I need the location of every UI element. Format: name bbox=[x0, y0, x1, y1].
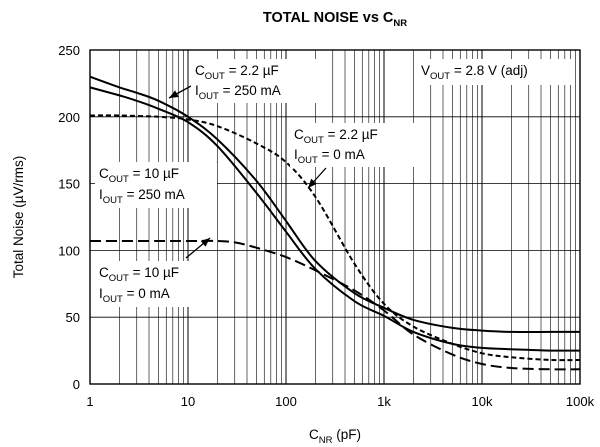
annotation-cout10-iout250: COUT = 10 µF IOUT = 250 mA bbox=[95, 162, 217, 208]
y-tick-labels: 0 50 100 150 200 250 bbox=[58, 43, 80, 392]
annotation-line: IOUT = 250 mA bbox=[99, 187, 185, 206]
annotation-arrow-head bbox=[308, 178, 317, 188]
y-tick-label: 200 bbox=[58, 110, 80, 125]
annotation-background bbox=[191, 59, 317, 103]
annotation-background bbox=[417, 59, 572, 85]
annotation-vout: VOUT = 2.8 V (adj) bbox=[417, 59, 572, 85]
annotation-line: IOUT = 0 mA bbox=[294, 147, 365, 166]
y-tick-label: 0 bbox=[73, 377, 80, 392]
x-tick-label: 10 bbox=[181, 394, 195, 409]
plot-frame bbox=[89, 49, 581, 385]
x-tick-labels: 1 10 100 1k 10k 100k bbox=[86, 394, 594, 409]
annotation-arrow-head bbox=[200, 238, 210, 247]
y-tick-label: 150 bbox=[58, 177, 80, 192]
y-tick-label: 250 bbox=[58, 43, 80, 58]
annotation-cout10-iout0: COUT = 10 µF IOUT = 0 mA bbox=[95, 261, 208, 307]
annotation-background bbox=[290, 123, 414, 167]
annotation-line: COUT = 10 µF bbox=[99, 166, 179, 185]
annotation-background bbox=[95, 162, 217, 208]
y-axis-label: Total Noise (µV/rms) bbox=[11, 156, 26, 279]
series-line-3 bbox=[89, 114, 581, 362]
annotation-line: IOUT = 0 mA bbox=[99, 286, 170, 305]
series-line-1 bbox=[89, 75, 580, 333]
series-line-2 bbox=[89, 86, 581, 352]
annotation-line: COUT = 2.2 µF bbox=[294, 127, 378, 146]
annotation-line: COUT = 10 µF bbox=[99, 265, 179, 284]
annotation-arrow-head bbox=[169, 90, 179, 98]
x-tick-label: 100 bbox=[275, 394, 297, 409]
x-tick-label: 10k bbox=[472, 394, 493, 409]
y-tick-label: 100 bbox=[58, 243, 80, 258]
x-tick-label: 1 bbox=[86, 394, 93, 409]
series-layer bbox=[89, 75, 581, 371]
x-tick-label: 100k bbox=[566, 394, 595, 409]
chart-title: TOTAL NOISE vs CNR bbox=[263, 10, 407, 29]
y-tick-label: 50 bbox=[66, 310, 80, 325]
annotation-line: IOUT = 250 mA bbox=[195, 83, 281, 102]
x-tick-label: 1k bbox=[377, 394, 391, 409]
grid bbox=[89, 49, 581, 385]
annotation-line: VOUT = 2.8 V (adj) bbox=[421, 63, 528, 82]
series-line-4 bbox=[90, 239, 581, 371]
x-axis-label: CNR (pF) bbox=[309, 427, 361, 446]
annotation-background bbox=[95, 261, 208, 307]
annotation-line: COUT = 2.2 µF bbox=[195, 63, 279, 82]
